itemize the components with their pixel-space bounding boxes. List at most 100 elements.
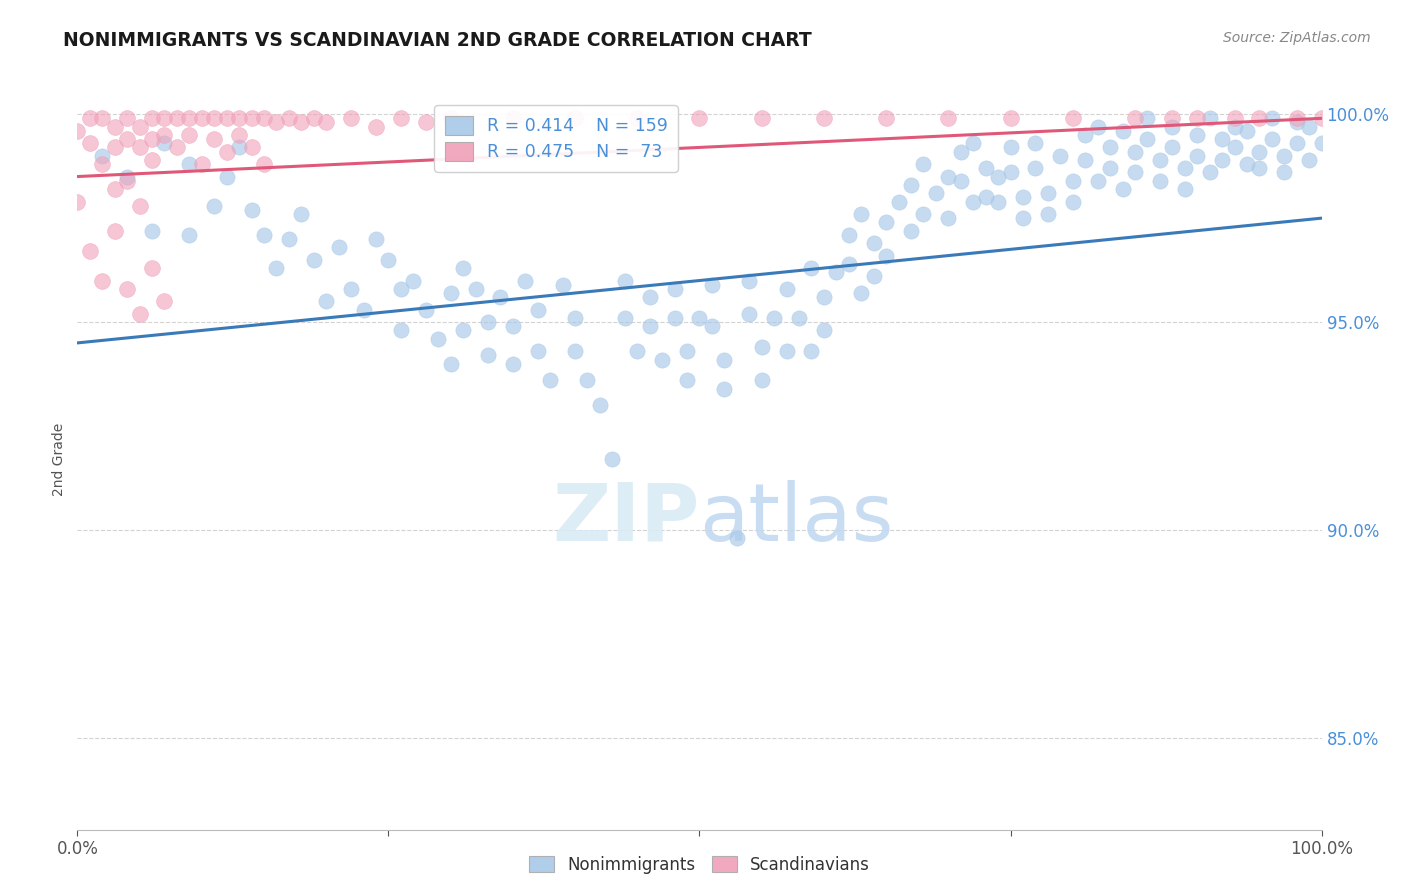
Point	[153, 128, 176, 142]
Point	[664, 310, 686, 325]
Point	[1149, 153, 1171, 167]
Point	[700, 277, 723, 292]
Point	[464, 282, 486, 296]
Point	[153, 136, 176, 151]
Point	[564, 310, 586, 325]
Point	[228, 128, 250, 142]
Point	[415, 302, 437, 317]
Point	[1272, 165, 1295, 179]
Point	[689, 310, 711, 325]
Point	[862, 236, 884, 251]
Point	[290, 207, 312, 221]
Point	[240, 140, 263, 154]
Point	[1174, 161, 1197, 176]
Point	[1211, 153, 1233, 167]
Point	[651, 352, 673, 367]
Point	[315, 115, 337, 129]
Point	[962, 136, 984, 151]
Point	[115, 169, 138, 184]
Point	[328, 240, 350, 254]
Point	[302, 252, 325, 267]
Point	[1161, 112, 1184, 126]
Point	[925, 186, 948, 201]
Point	[1149, 174, 1171, 188]
Point	[1087, 120, 1109, 134]
Point	[277, 232, 299, 246]
Point	[515, 273, 537, 287]
Point	[751, 340, 773, 354]
Point	[813, 112, 835, 126]
Point	[389, 323, 412, 337]
Point	[638, 290, 661, 304]
Point	[1074, 153, 1097, 167]
Point	[987, 169, 1010, 184]
Point	[91, 149, 114, 163]
Point	[900, 178, 922, 192]
Point	[813, 323, 835, 337]
Point	[1000, 140, 1022, 154]
Point	[538, 373, 561, 387]
Point	[1049, 149, 1071, 163]
Text: Source: ZipAtlas.com: Source: ZipAtlas.com	[1223, 31, 1371, 45]
Point	[389, 112, 412, 126]
Point	[1285, 136, 1308, 151]
Point	[377, 252, 399, 267]
Point	[838, 257, 860, 271]
Point	[626, 344, 648, 359]
Point	[1185, 149, 1208, 163]
Point	[1087, 174, 1109, 188]
Point	[626, 112, 648, 126]
Point	[689, 112, 711, 126]
Point	[936, 211, 959, 226]
Point	[751, 373, 773, 387]
Point	[1036, 207, 1059, 221]
Point	[439, 112, 461, 126]
Point	[277, 112, 299, 126]
Point	[364, 120, 387, 134]
Point	[738, 307, 761, 321]
Point	[1000, 165, 1022, 179]
Y-axis label: 2nd Grade: 2nd Grade	[52, 423, 66, 496]
Point	[79, 244, 101, 259]
Point	[725, 532, 748, 546]
Point	[1198, 165, 1220, 179]
Point	[290, 115, 312, 129]
Point	[1000, 112, 1022, 126]
Point	[91, 112, 114, 126]
Point	[115, 132, 138, 146]
Point	[1062, 112, 1084, 126]
Point	[115, 282, 138, 296]
Point	[1024, 136, 1046, 151]
Point	[179, 112, 201, 126]
Point	[91, 273, 114, 287]
Point	[1272, 149, 1295, 163]
Text: atlas: atlas	[700, 480, 894, 558]
Point	[191, 112, 214, 126]
Point	[502, 357, 524, 371]
Point	[1185, 112, 1208, 126]
Point	[962, 194, 984, 209]
Point	[936, 169, 959, 184]
Point	[987, 194, 1010, 209]
Point	[115, 174, 138, 188]
Point	[664, 282, 686, 296]
Point	[1111, 182, 1133, 196]
Point	[1111, 124, 1133, 138]
Point	[141, 112, 163, 126]
Point	[1161, 140, 1184, 154]
Point	[141, 261, 163, 276]
Point	[1136, 132, 1159, 146]
Point	[564, 112, 586, 126]
Point	[602, 452, 624, 467]
Point	[875, 215, 897, 229]
Point	[179, 128, 201, 142]
Point	[1298, 153, 1320, 167]
Point	[713, 382, 735, 396]
Point	[104, 224, 127, 238]
Point	[738, 273, 761, 287]
Point	[402, 273, 425, 287]
Point	[315, 294, 337, 309]
Point	[862, 269, 884, 284]
Point	[79, 112, 101, 126]
Point	[1249, 145, 1271, 159]
